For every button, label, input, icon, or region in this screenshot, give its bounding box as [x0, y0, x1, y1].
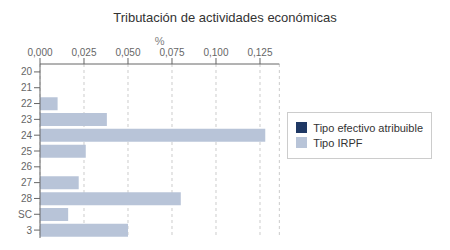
- svg-text:22: 22: [21, 98, 33, 109]
- svg-text:24: 24: [21, 130, 33, 141]
- svg-text:0,050: 0,050: [115, 47, 140, 58]
- svg-text:0,125: 0,125: [247, 47, 272, 58]
- svg-text:27: 27: [21, 177, 33, 188]
- html-text:Tipo efectivo atribuible: Tipo efectivo atribuible: [313, 121, 423, 134]
- html-text:Tipo IRPF: Tipo IRPF: [313, 136, 363, 149]
- svg-text:0,000: 0,000: [27, 47, 52, 58]
- svg-text:25: 25: [21, 146, 33, 157]
- svg-text:20: 20: [21, 66, 33, 77]
- svg-text:26: 26: [21, 161, 33, 172]
- svg-text:3: 3: [26, 225, 32, 236]
- svg-text:SC: SC: [18, 209, 32, 220]
- svg-text:0,100: 0,100: [203, 47, 228, 58]
- svg-text:%: %: [155, 35, 165, 47]
- svg-text:0,075: 0,075: [159, 47, 184, 58]
- svg-text:0,025: 0,025: [71, 47, 96, 58]
- svg-text:28: 28: [21, 193, 33, 204]
- html-text:Tributación de actividades eco: Tributación de actividades económicas: [113, 10, 337, 25]
- svg-text:23: 23: [21, 114, 33, 125]
- svg-text:21: 21: [21, 82, 33, 93]
